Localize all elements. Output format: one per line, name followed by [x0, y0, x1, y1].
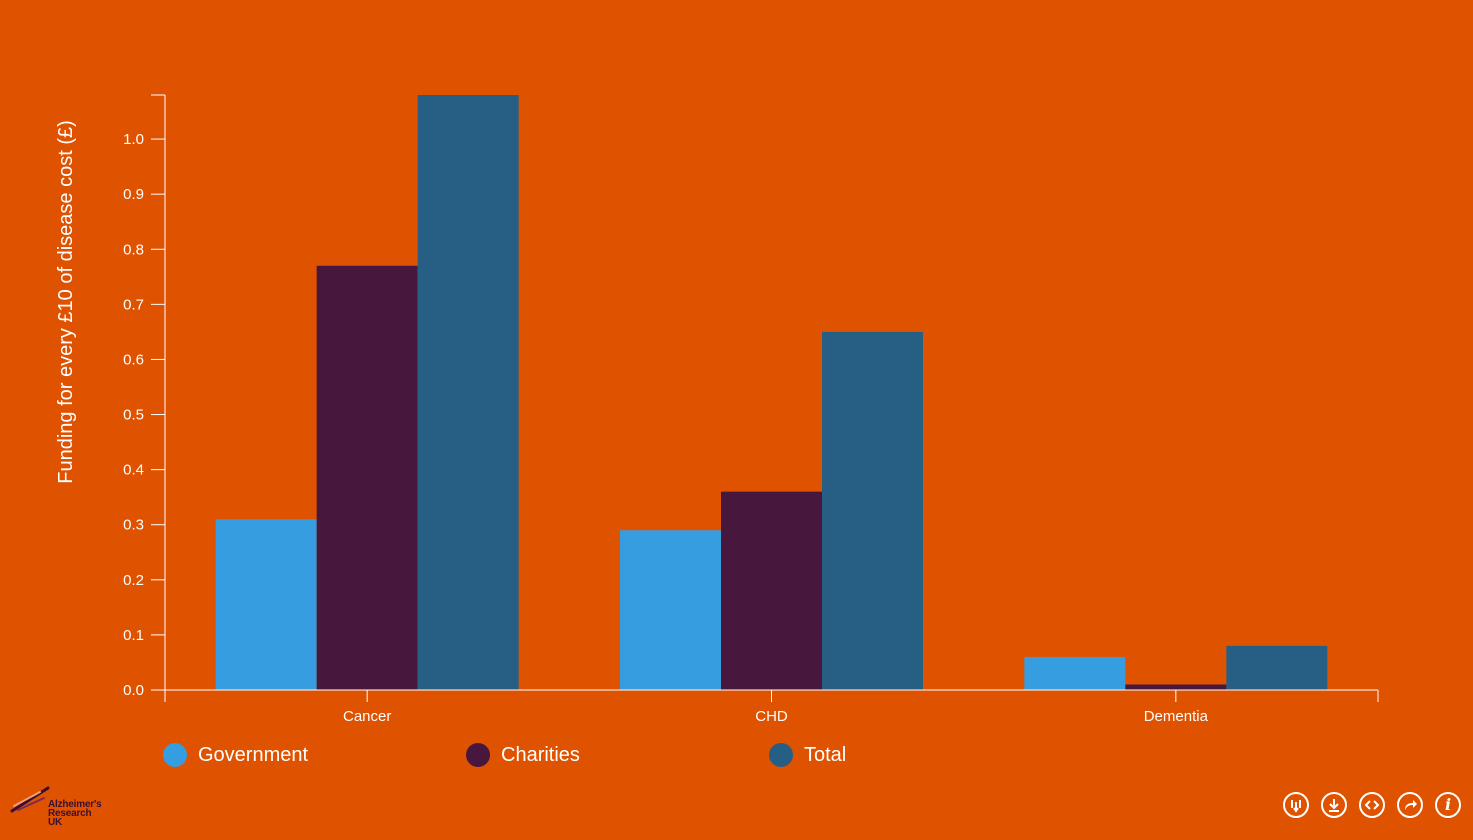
x-tick-label: CHD — [755, 708, 788, 725]
chart-toolbar: i — [1271, 792, 1461, 818]
logo-text: Alzheimer's Research UK — [48, 799, 102, 828]
y-tick-label: 0.7 — [123, 296, 144, 313]
bar-charities-cancer[interactable] — [316, 265, 418, 690]
bar-total-cancer[interactable] — [417, 95, 519, 690]
share-icon[interactable] — [1397, 792, 1423, 818]
bar-government-chd[interactable] — [620, 530, 721, 690]
legend-item-charities[interactable]: Charities — [466, 743, 769, 767]
axes-layer: Cancer CHD Dementia 0.0 0.1 0.2 0.3 0.4 0.5 0.6 0.… — [123, 94, 1379, 725]
y-tick-label: 0.8 — [123, 241, 144, 258]
sort-chart-icon[interactable] — [1283, 792, 1309, 818]
legend: Government Charities Total — [163, 740, 1072, 770]
y-tick-label: 0.4 — [123, 462, 144, 479]
y-tick-label: 0.6 — [123, 351, 144, 368]
y-tick-label: 1.0 — [123, 131, 144, 148]
alzheimers-research-uk-logo[interactable]: Alzheimer's Research UK — [10, 784, 120, 830]
logo-line-3: UK — [48, 817, 63, 828]
x-tick-label: Dementia — [1144, 708, 1209, 725]
logo-line-1: Alzheimer's — [48, 799, 102, 810]
legend-swatch-charities — [466, 743, 490, 767]
legend-label-government: Government — [198, 743, 309, 766]
embed-code-icon[interactable] — [1359, 792, 1385, 818]
logo-mark-icon — [10, 786, 50, 813]
legend-item-government[interactable]: Government — [163, 743, 466, 767]
x-tick-label: Cancer — [343, 708, 391, 725]
legend-swatch-total — [769, 743, 793, 767]
info-icon[interactable]: i — [1435, 792, 1461, 818]
bars-layer — [215, 95, 1328, 690]
y-tick-label: 0.0 — [123, 682, 144, 699]
bar-total-chd[interactable] — [822, 331, 923, 690]
y-tick-label: 0.2 — [123, 572, 144, 589]
legend-label-charities: Charities — [501, 743, 580, 766]
bar-government-dementia[interactable] — [1024, 656, 1126, 690]
bar-government-cancer[interactable] — [215, 519, 317, 690]
logo-line-2: Research — [48, 808, 92, 819]
y-tick-label: 0.9 — [123, 186, 144, 203]
legend-swatch-government — [163, 743, 187, 767]
legend-item-total[interactable]: Total — [769, 743, 1072, 767]
y-tick-label: 0.3 — [123, 517, 144, 534]
download-icon[interactable] — [1321, 792, 1347, 818]
legend-label-total: Total — [804, 743, 847, 766]
y-axis-label: Funding for every £10 of disease cost (£… — [55, 120, 77, 484]
y-tick-label: 0.1 — [123, 627, 144, 644]
bar-charities-chd[interactable] — [721, 491, 822, 690]
bar-total-dementia[interactable] — [1226, 645, 1328, 690]
y-tick-label: 0.5 — [123, 407, 144, 424]
bar-charities-dementia[interactable] — [1125, 684, 1227, 690]
